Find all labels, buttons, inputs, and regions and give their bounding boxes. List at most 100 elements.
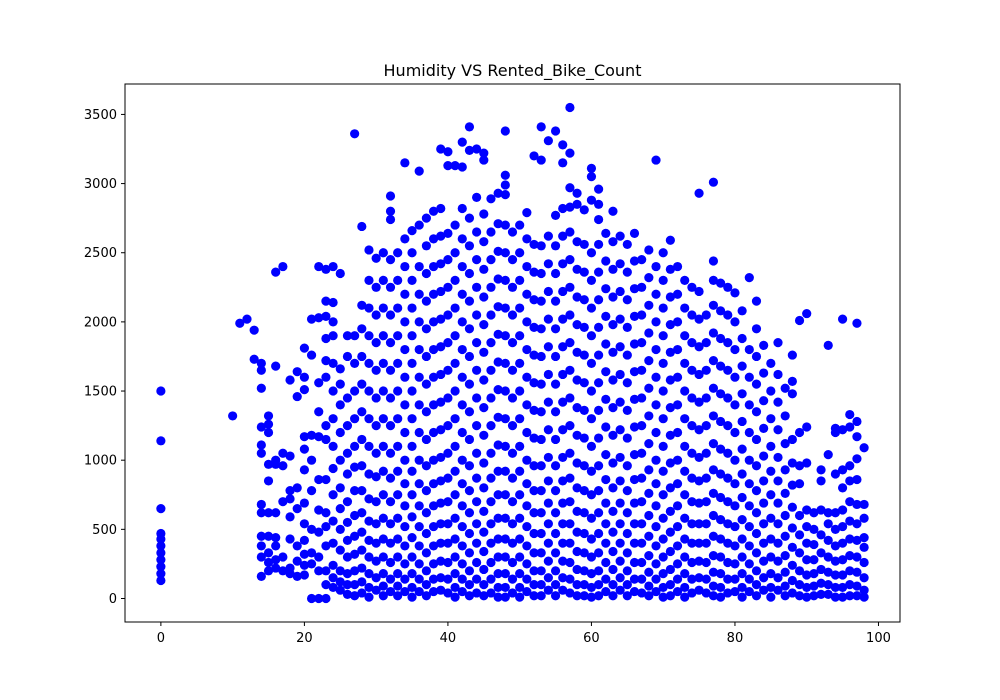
data-point bbox=[744, 273, 754, 283]
data-point bbox=[393, 581, 403, 591]
data-point bbox=[263, 476, 274, 486]
data-point bbox=[701, 310, 711, 320]
y-tick-label: 2000 bbox=[84, 315, 117, 330]
data-point bbox=[371, 421, 381, 431]
data-point bbox=[644, 438, 654, 449]
data-point bbox=[256, 552, 266, 562]
data-point bbox=[156, 503, 166, 514]
data-point bbox=[529, 591, 539, 601]
data-point bbox=[457, 455, 467, 465]
data-point bbox=[450, 592, 460, 602]
data-point bbox=[493, 534, 503, 544]
data-point bbox=[601, 228, 611, 238]
data-point bbox=[486, 538, 496, 548]
data-point bbox=[601, 394, 611, 404]
data-point bbox=[672, 427, 683, 438]
data-point bbox=[837, 570, 848, 580]
data-point bbox=[436, 342, 446, 352]
data-point bbox=[443, 255, 453, 265]
data-point bbox=[479, 292, 489, 302]
data-point bbox=[744, 344, 754, 355]
data-point bbox=[536, 407, 546, 417]
x-tick-label: 60 bbox=[583, 631, 600, 646]
data-point bbox=[708, 438, 719, 449]
data-point bbox=[629, 422, 640, 432]
data-point bbox=[629, 256, 640, 266]
data-point bbox=[342, 497, 353, 507]
data-point bbox=[314, 474, 324, 485]
data-point bbox=[493, 568, 503, 579]
data-point bbox=[744, 427, 754, 438]
data-point bbox=[737, 469, 747, 479]
data-point bbox=[601, 339, 611, 349]
data-point bbox=[565, 519, 575, 529]
data-point bbox=[859, 542, 869, 552]
data-point bbox=[306, 430, 317, 440]
data-point bbox=[292, 556, 302, 566]
data-point bbox=[586, 172, 597, 182]
data-point bbox=[256, 383, 266, 393]
data-point bbox=[536, 461, 546, 471]
data-point bbox=[393, 568, 403, 579]
data-point bbox=[536, 122, 546, 132]
data-point bbox=[565, 202, 575, 212]
data-point bbox=[479, 458, 489, 468]
data-point bbox=[766, 490, 776, 500]
data-point bbox=[285, 375, 295, 385]
data-point bbox=[299, 385, 309, 395]
data-point bbox=[622, 350, 632, 360]
data-point bbox=[486, 365, 496, 375]
chart-title: Humidity VS Rented_Bike_Count bbox=[384, 61, 642, 81]
data-point bbox=[694, 519, 704, 529]
data-point bbox=[644, 567, 654, 577]
data-point bbox=[357, 527, 367, 537]
data-point bbox=[644, 465, 654, 475]
data-point bbox=[823, 580, 833, 590]
data-point bbox=[486, 338, 496, 348]
data-point bbox=[658, 534, 668, 544]
data-point bbox=[543, 369, 553, 380]
data-point bbox=[472, 519, 482, 529]
data-point bbox=[773, 338, 783, 348]
data-point bbox=[744, 400, 754, 410]
data-point bbox=[428, 261, 439, 272]
data-point bbox=[321, 421, 331, 431]
data-point bbox=[414, 317, 424, 327]
data-point bbox=[859, 557, 869, 568]
data-point bbox=[421, 548, 431, 558]
data-point bbox=[464, 241, 475, 251]
data-point bbox=[773, 538, 783, 548]
data-point bbox=[773, 452, 783, 463]
data-point bbox=[156, 555, 166, 565]
data-point bbox=[852, 318, 862, 328]
data-point bbox=[680, 582, 690, 593]
data-point bbox=[393, 513, 403, 523]
data-point bbox=[256, 499, 266, 510]
data-point bbox=[500, 220, 510, 230]
data-point bbox=[837, 555, 848, 565]
data-point bbox=[558, 538, 568, 548]
data-point bbox=[457, 479, 467, 489]
data-point bbox=[364, 275, 374, 285]
data-point bbox=[565, 588, 575, 598]
data-point bbox=[694, 314, 704, 324]
data-point bbox=[414, 372, 424, 382]
data-point bbox=[256, 531, 266, 541]
data-point bbox=[507, 421, 518, 431]
data-point bbox=[759, 519, 769, 529]
data-point bbox=[500, 303, 510, 313]
data-point bbox=[615, 573, 625, 583]
data-point bbox=[507, 393, 518, 403]
data-point bbox=[306, 314, 317, 324]
data-point bbox=[543, 397, 553, 407]
data-point bbox=[572, 527, 582, 537]
data-point bbox=[500, 248, 510, 258]
data-point bbox=[629, 284, 640, 294]
data-point bbox=[658, 331, 668, 341]
data-point bbox=[457, 137, 467, 147]
data-point bbox=[586, 466, 597, 476]
data-point bbox=[737, 515, 747, 525]
data-point bbox=[579, 566, 589, 576]
data-point bbox=[457, 541, 467, 551]
data-point bbox=[285, 534, 295, 544]
